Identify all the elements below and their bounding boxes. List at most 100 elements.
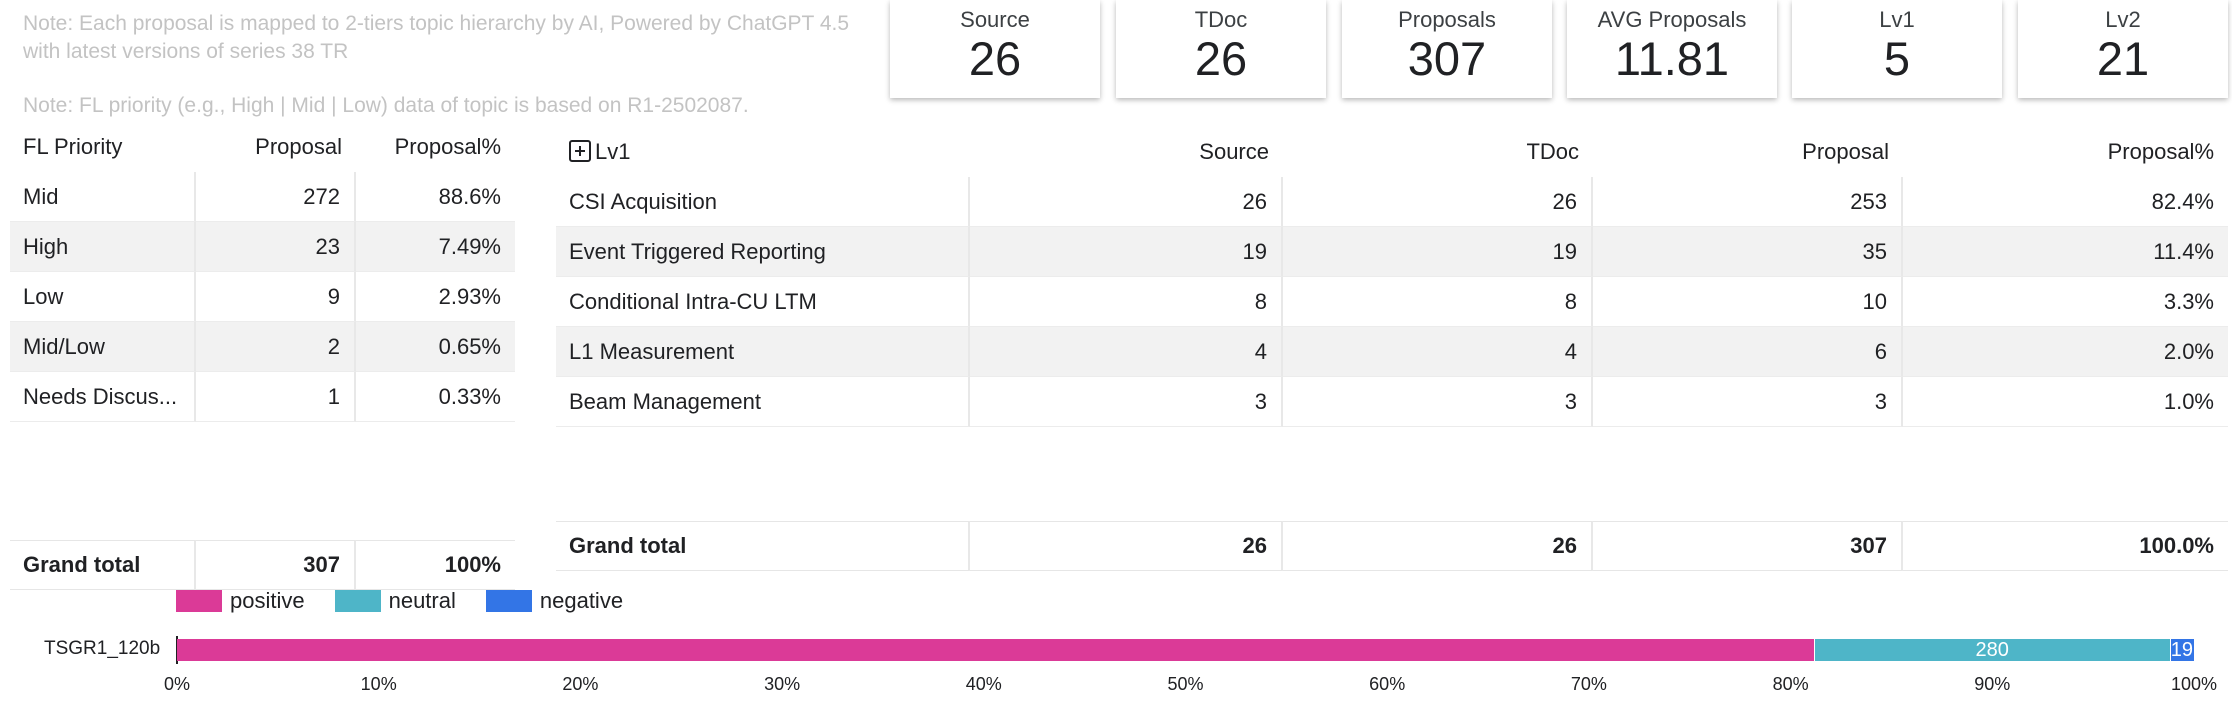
table-row[interactable]: Event Triggered Reporting 19 19 35 11.4% [556,227,2228,277]
priority-cell: Needs Discus... [10,372,196,422]
bar-data-label-negative: 19 [2170,639,2194,661]
proposal-cell: 35 [1593,227,1903,277]
expand-plus-icon[interactable] [569,140,591,162]
legend-item-negative[interactable]: negative [485,588,624,614]
proposal-cell: 253 [1593,177,1903,227]
table-row[interactable]: L1 Measurement 4 4 6 2.0% [556,327,2228,377]
proposal-percent-cell: 0.33% [356,372,515,422]
column-header-proposal-percent[interactable]: Proposal% [2107,139,2214,164]
x-tick-label: 20% [562,674,599,694]
grand-total-label: Grand total [10,540,196,590]
legend-swatch-positive [176,590,222,612]
stacked-bar-chart: 280 19 [177,639,2194,661]
bar-data-label-neutral: 280 [1975,639,2009,661]
grand-total-proposal: 307 [1593,521,1903,571]
proposal-percent-cell: 82.4% [1903,177,2228,227]
proposal-percent-cell: 0.65% [356,322,515,372]
source-cell: 3 [970,377,1283,427]
column-header-lv1[interactable]: Lv1 [556,127,970,177]
lv1-cell: Beam Management [556,377,970,427]
x-tick-label: 0% [163,674,191,694]
bar-segment-divider [2169,639,2171,661]
legend-label-positive: positive [230,588,305,613]
bar-segment-neutral[interactable]: 280 [1814,639,2170,661]
column-header-proposal-percent[interactable]: Proposal% [394,134,501,159]
proposal-percent-cell: 1.0% [1903,377,2228,427]
table-row[interactable]: Needs Discus... 1 0.33% [10,372,515,422]
proposal-percent-cell: 3.3% [1903,277,2228,327]
kpi-value: 26 [968,32,1022,85]
kpi-value: 307 [1407,32,1487,85]
bar-category-label: TSGR1_120b [44,638,161,659]
proposal-cell: 10 [1593,277,1903,327]
kpi-value: 26 [1194,32,1248,85]
kpi-value: 21 [2096,32,2150,85]
source-cell: 26 [970,177,1283,227]
table-row[interactable]: Conditional Intra-CU LTM 8 8 10 3.3% [556,277,2228,327]
tdoc-cell: 4 [1283,327,1593,377]
column-header-fl-priority[interactable]: FL Priority [23,134,123,159]
legend-label-negative: negative [539,588,624,613]
table-row[interactable]: High 23 7.49% [10,222,515,272]
lv1-cell: L1 Measurement [556,327,970,377]
grand-total-row: Grand total 307 100% [10,540,515,590]
grand-total-percent: 100.0% [1903,521,2228,571]
hierarchy-note: Note: Each proposal is mapped to 2-tiers… [23,12,850,63]
kpi-card-avg-proposals: AVG Proposals 11.81 [1567,0,1777,98]
grand-total-source: 26 [970,521,1283,571]
proposal-cell: 272 [196,172,356,222]
legend-item-positive[interactable]: positive [176,588,305,614]
fl-priority-table: FL Priority Proposal Proposal% Mid 272 8… [10,122,515,590]
kpi-label: Source [960,7,1030,32]
grand-total-percent: 100% [356,540,515,590]
priority-note: Note: FL priority (e.g., High | Mid | Lo… [23,94,749,117]
column-header-source[interactable]: Source [1199,139,1269,164]
priority-cell: Mid [10,172,196,222]
table-row[interactable]: Mid 272 88.6% [10,172,515,222]
lv1-cell: Conditional Intra-CU LTM [556,277,970,327]
kpi-label: Lv1 [1879,7,1915,32]
legend-swatch-negative [485,590,532,612]
proposal-cell: 9 [196,272,356,322]
x-tick-label: 60% [1369,674,1406,694]
kpi-card-lv1: Lv1 5 [1792,0,2002,98]
legend-item-neutral[interactable]: neutral [334,588,456,614]
column-header-proposal[interactable]: Proposal [255,134,342,159]
kpi-label: TDoc [1194,7,1248,32]
legend-label-neutral: neutral [388,588,456,613]
source-cell: 4 [970,327,1283,377]
kpi-label: Proposals [1398,7,1496,32]
priority-cell: Low [10,272,196,322]
proposal-cell: 1 [196,372,356,422]
bar-segment-divider [1814,639,1816,661]
kpi-card-lv2: Lv2 21 [2018,0,2228,98]
bar-segment-positive[interactable] [177,639,1815,661]
x-tick-label: 40% [965,674,1002,694]
column-header-tdoc[interactable]: TDoc [1526,139,1579,164]
kpi-card-proposals: Proposals 307 [1342,0,1552,98]
column-header-proposal[interactable]: Proposal [1802,139,1889,164]
bar-segment-negative[interactable]: 19 [2169,639,2194,661]
table-row[interactable]: Mid/Low 2 0.65% [10,322,515,372]
proposal-percent-cell: 2.0% [1903,327,2228,377]
lv1-table: Lv1 Source TDoc Proposal Proposal% CSI A… [556,127,2228,571]
x-tick-label: 10% [360,674,397,694]
priority-cell: Mid/Low [10,322,196,372]
kpi-value: 11.81 [1614,32,1730,85]
priority-cell: High [10,222,196,272]
table-row[interactable]: CSI Acquisition 26 26 253 82.4% [556,177,2228,227]
table-row[interactable]: Beam Management 3 3 3 1.0% [556,377,2228,427]
table-row[interactable]: Low 9 2.93% [10,272,515,322]
proposal-percent-cell: 88.6% [356,172,515,222]
proposal-cell: 2 [196,322,356,372]
proposal-percent-cell: 11.4% [1903,227,2228,277]
x-tick-label: 30% [764,674,801,694]
proposal-cell: 3 [1593,377,1903,427]
proposal-cell: 6 [1593,327,1903,377]
lv1-cell: CSI Acquisition [556,177,970,227]
kpi-label: AVG Proposals [1597,7,1747,32]
grand-total-row: Grand total 26 26 307 100.0% [556,521,2228,571]
legend-swatch-neutral [334,590,381,612]
x-tick-label: 70% [1570,674,1607,694]
lv1-cell: Event Triggered Reporting [556,227,970,277]
